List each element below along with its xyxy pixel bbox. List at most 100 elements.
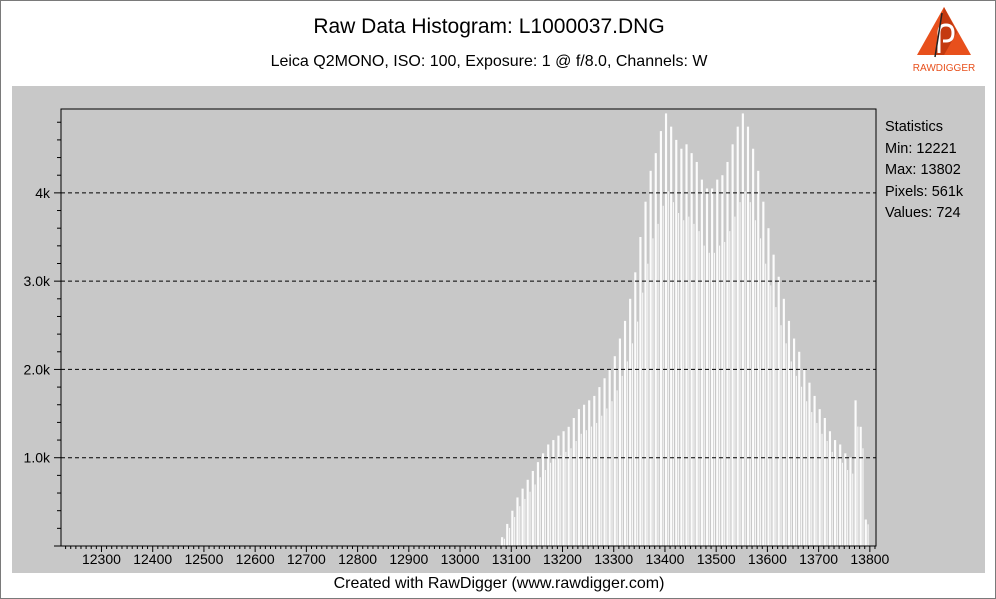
histogram-bar (741, 113, 744, 547)
histogram-bar-sub (647, 263, 649, 546)
histogram-bar (629, 298, 632, 546)
histogram-bar-sub (718, 245, 721, 546)
histogram-bar (833, 440, 837, 546)
histogram-bar-sub (519, 506, 521, 546)
histogram-bar (623, 320, 627, 546)
histogram-bar-sub (770, 285, 772, 546)
x-tick-label: 13000 (441, 551, 480, 567)
footer-credit: Created with RawDigger (www.rawdigger.co… (333, 575, 665, 592)
histogram-bar (813, 395, 816, 546)
histogram-bar (675, 139, 678, 546)
histogram-bar-sub (724, 241, 726, 547)
histogram-bar-sub (816, 422, 818, 546)
histogram-bar-sub (749, 202, 751, 547)
histogram-bar-sub (780, 325, 782, 546)
histogram-bar-sub (508, 527, 511, 546)
histogram-bar (680, 148, 683, 546)
histogram-bar-sub (590, 426, 593, 546)
histogram-bar (828, 431, 832, 546)
histogram-bar (823, 417, 826, 546)
histogram-bar (542, 453, 545, 546)
y-tick-label: 4k (35, 185, 51, 201)
statistics-heading: Statistics (885, 119, 944, 135)
histogram-bar-sub (800, 386, 803, 546)
histogram-bar-sub (575, 441, 577, 546)
histogram-bar (654, 153, 657, 546)
histogram-bar (659, 131, 662, 546)
histogram-bar-sub (693, 223, 695, 546)
histogram-bar (726, 161, 729, 546)
histogram-bar (526, 479, 529, 546)
histogram-bar-sub (544, 469, 546, 546)
histogram-bar (516, 497, 519, 546)
histogram-bar-sub (555, 459, 557, 546)
statistics-min: Min: 12221 (885, 140, 957, 157)
histogram-bar-sub (621, 375, 623, 546)
histogram-bar-sub (585, 430, 587, 546)
histogram-bar-sub (841, 462, 844, 546)
histogram-bar-sub (703, 245, 705, 546)
histogram-bar (690, 153, 693, 546)
histogram-bar-sub (826, 441, 828, 546)
histogram-bar (757, 170, 760, 546)
histogram-bar (854, 400, 857, 546)
histogram-bar (618, 338, 621, 546)
histogram-bar (752, 148, 755, 546)
histogram-bar (859, 426, 862, 546)
histogram-bar (598, 387, 601, 546)
histogram-bar-sub (790, 361, 792, 546)
histogram-bar-sub (759, 238, 762, 546)
y-tick-label: 1.0k (24, 450, 51, 466)
histogram-bar-sub (539, 477, 541, 546)
histogram-bar-sub (831, 451, 833, 546)
histogram-bar (536, 462, 540, 546)
histogram-bar (772, 254, 775, 546)
histogram-bar (787, 320, 791, 546)
x-tick-label: 13100 (492, 551, 531, 567)
histogram-bar-sub (688, 216, 690, 546)
histogram-bar-sub (549, 462, 552, 546)
statistics-panel: Statistics Min: 12221 Max: 13802 Pixels:… (885, 117, 963, 225)
x-tick-label: 13500 (697, 551, 736, 567)
histogram-bar-sub (775, 307, 777, 546)
plot-area: 1.0k 2.0k 3.0k 4k 12300 12400 12500 12600 12700 1… (24, 108, 890, 567)
histogram-bar-sub (529, 491, 531, 546)
histogram-bar-sub (754, 220, 756, 546)
histogram-bar (567, 426, 570, 546)
histogram-bar-sub (626, 361, 628, 546)
chart-subtitle: Leica Q2MONO, ISO: 100, Exposure: 1 @ f/… (270, 53, 708, 70)
histogram-bar-sub (601, 415, 603, 546)
statistics-pixels: Pixels: 561k (885, 183, 964, 200)
histogram-bar-sub (698, 231, 700, 546)
statistics-max: Max: 13802 (885, 162, 961, 178)
chart-subtitle-partial (201, 81, 761, 88)
histogram-bar (844, 453, 847, 546)
histogram-bar-sub (642, 292, 644, 546)
histogram-bar-sub (611, 401, 613, 546)
histogram-bar (664, 113, 668, 547)
histogram-bar-sub (708, 252, 710, 546)
x-tick-label: 13800 (850, 551, 889, 567)
x-tick-label: 13300 (594, 551, 633, 567)
histogram-bar (634, 272, 637, 546)
histogram-bar (746, 126, 750, 547)
logo-probe (934, 12, 943, 58)
rawdigger-logo-icon: RAWDIGGER (913, 7, 975, 74)
histogram-bar-sub (739, 202, 741, 547)
histogram-bar (849, 457, 852, 546)
histogram-bar-sub (795, 375, 797, 546)
x-tick-label: 13400 (645, 551, 684, 567)
histogram-bar (531, 470, 534, 546)
histogram-bar (736, 126, 739, 547)
histogram-bar-sub (631, 343, 634, 546)
histogram-bar (557, 435, 560, 546)
histogram-bar (711, 188, 714, 547)
histogram-bar (588, 400, 591, 546)
histogram-bar (644, 201, 647, 547)
histogram-bar (721, 175, 724, 546)
statistics-values: Values: 724 (885, 205, 961, 221)
histogram-bar-sub (744, 191, 746, 546)
histogram-bar-sub (729, 231, 731, 546)
x-tick-label: 12300 (82, 551, 121, 567)
histogram-bar (649, 170, 652, 546)
